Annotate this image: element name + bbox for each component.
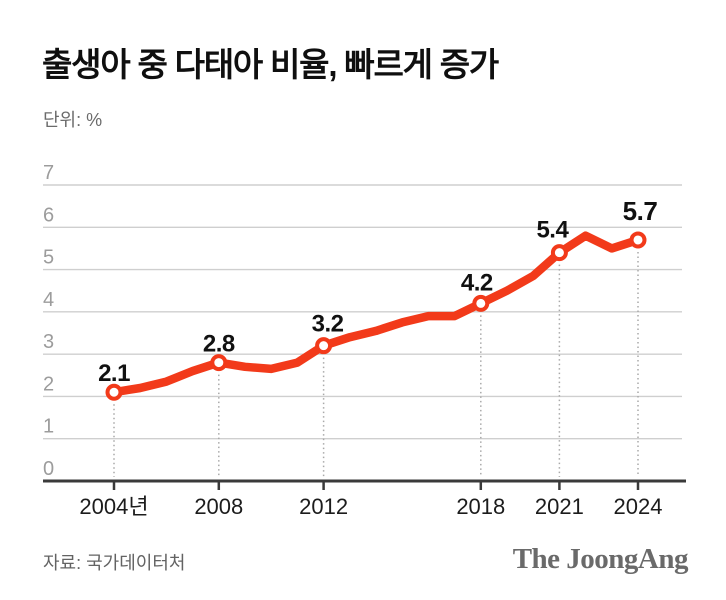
data-point-label-2024: 5.7 [623,196,658,226]
y-axis-label-2: 2 [43,373,54,395]
data-point-label-2008: 2.8 [203,331,235,358]
brand-logo: The JoongAng [512,543,689,575]
x-axis-label-2024: 2024 [614,494,663,519]
x-axis-label-2021: 2021 [535,494,584,519]
data-point-marker-2008 [210,354,228,372]
data-point-marker-2018 [472,294,490,312]
data-point-label-2004: 2.1 [98,360,130,387]
y-axis-label-7: 7 [43,162,54,184]
unit-label: 단위: % [43,110,103,130]
chart-title: 출생아 중 다태아 비율, 빠르게 증가 [42,46,499,83]
y-axis-label-5: 5 [43,247,54,269]
x-axis-label-2004: 2004년 [79,494,148,519]
data-point-marker-2004 [105,383,123,401]
y-axis-label-6: 6 [43,204,54,226]
data-point-label-2021: 5.4 [536,217,569,244]
data-point-marker-2024 [629,231,647,249]
data-point-marker-2012 [315,337,333,355]
y-axis-label-3: 3 [43,331,54,353]
trend-line [109,231,643,397]
y-axis-label-4: 4 [43,289,54,311]
y-axis-label-1: 1 [43,416,54,438]
y-axis-label-0: 0 [43,458,54,480]
data-point-label-2018: 4.2 [461,269,493,296]
data-point-label-2012: 3.2 [312,311,344,338]
x-axis-label-2018: 2018 [456,494,505,519]
x-axis-label-2008: 2008 [194,494,243,519]
x-axis-label-2012: 2012 [299,494,348,519]
data-point-marker-2021 [550,244,568,262]
source-label: 자료: 국가데이터처 [43,553,186,573]
